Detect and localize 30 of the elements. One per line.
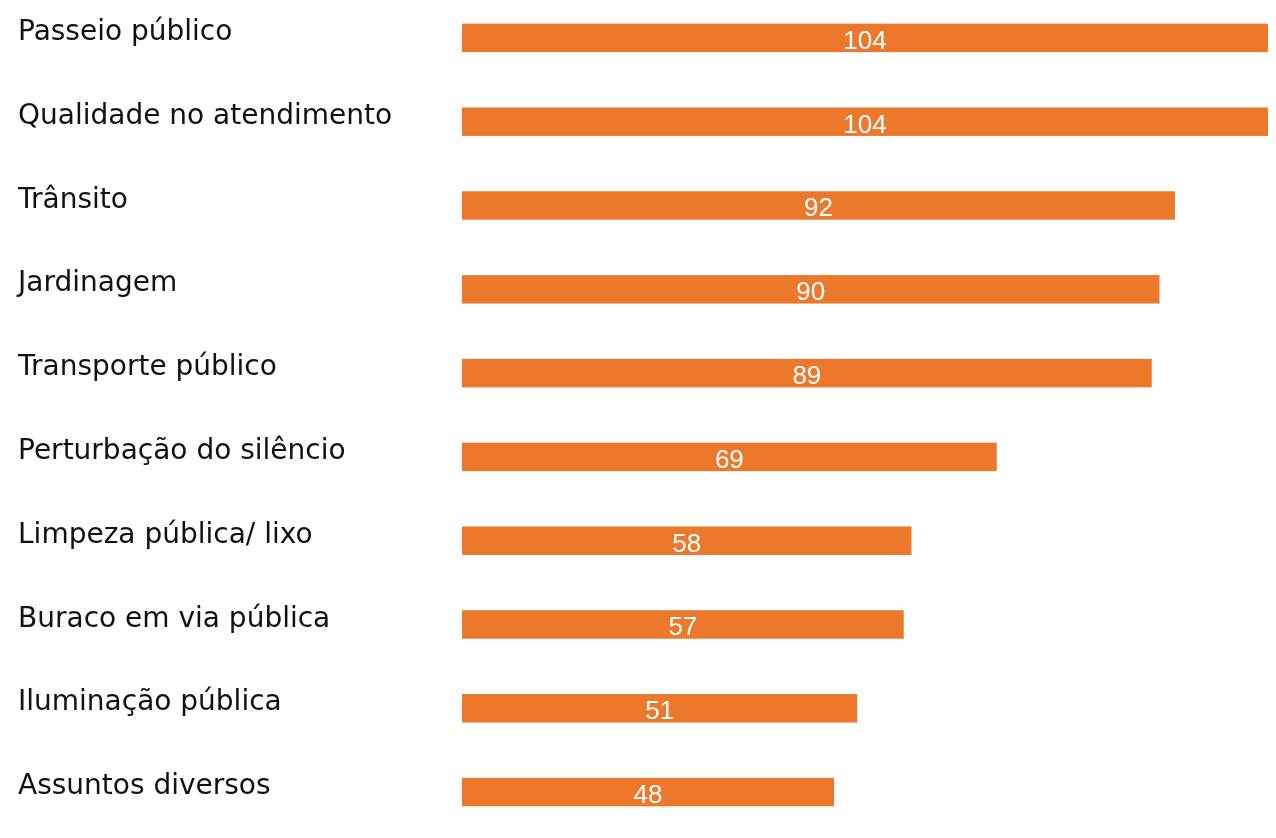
y-tick-label: Buraco em via pública: [18, 600, 331, 634]
bar: [462, 191, 1175, 220]
bar: [462, 610, 904, 639]
y-tick-label: Jardinagem: [16, 265, 178, 299]
y-tick-label: Limpeza pública/ lixo: [18, 516, 313, 550]
y-tick-label: Transporte público: [17, 349, 277, 383]
y-tick-label: Qualidade no atendimento: [18, 97, 393, 131]
data-label: 104: [843, 24, 887, 55]
bar: [462, 694, 858, 723]
y-tick-label: Perturbação do silêncio: [18, 432, 346, 466]
data-label: 104: [843, 108, 887, 139]
data-label: 58: [672, 527, 702, 558]
bar: [462, 23, 1268, 53]
data-label: 92: [804, 192, 833, 223]
y-tick-label: Assuntos diversos: [18, 768, 271, 802]
data-label: 51: [645, 695, 675, 726]
bar: [462, 275, 1160, 304]
bar: [462, 526, 912, 555]
data-label: 69: [714, 443, 744, 474]
bar: [462, 107, 1268, 136]
y-tick-label: Iluminação pública: [18, 684, 282, 718]
y-tick-label: Trânsito: [17, 181, 128, 215]
data-label: 48: [633, 778, 663, 809]
data-label: 57: [668, 611, 698, 642]
y-tick-label: Passeio público: [18, 13, 233, 47]
bar: [462, 442, 997, 472]
data-label: 90: [796, 276, 826, 307]
bar: [462, 358, 1152, 388]
bar: [462, 777, 834, 807]
data-label: 89: [792, 359, 822, 390]
